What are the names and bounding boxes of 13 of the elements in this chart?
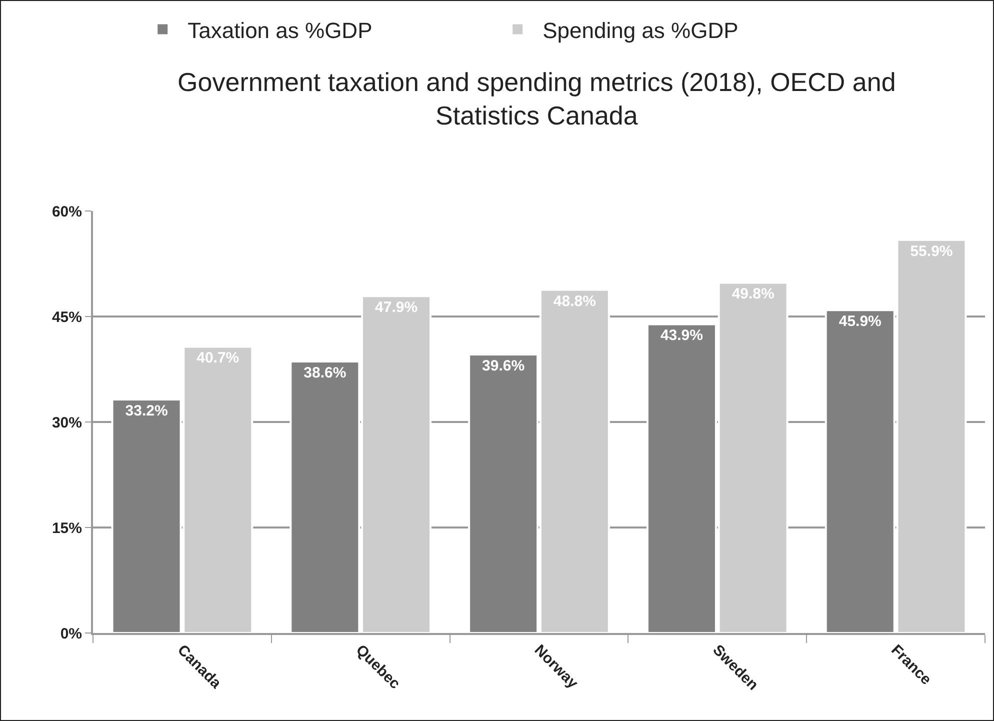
- data-label: 38.6%: [304, 364, 346, 382]
- data-label: 39.6%: [482, 357, 525, 374]
- y-tick-label: 0%: [60, 625, 82, 642]
- y-tick-label: 15%: [52, 520, 82, 537]
- y-tick-label: 45%: [52, 308, 82, 326]
- y-tick-label: 60%: [52, 203, 82, 220]
- legend-label: Taxation as %GDP: [188, 18, 372, 43]
- legend-label: Spending as %GDP: [542, 18, 738, 43]
- y-tick-label: 30%: [52, 414, 82, 432]
- data-label: 45.9%: [838, 313, 882, 330]
- chart-title: Government taxation and spending metrics (2018), OECD and Statistics Canada: [178, 66, 896, 131]
- data-label: 33.2%: [125, 402, 168, 420]
- data-label: 43.9%: [660, 327, 703, 344]
